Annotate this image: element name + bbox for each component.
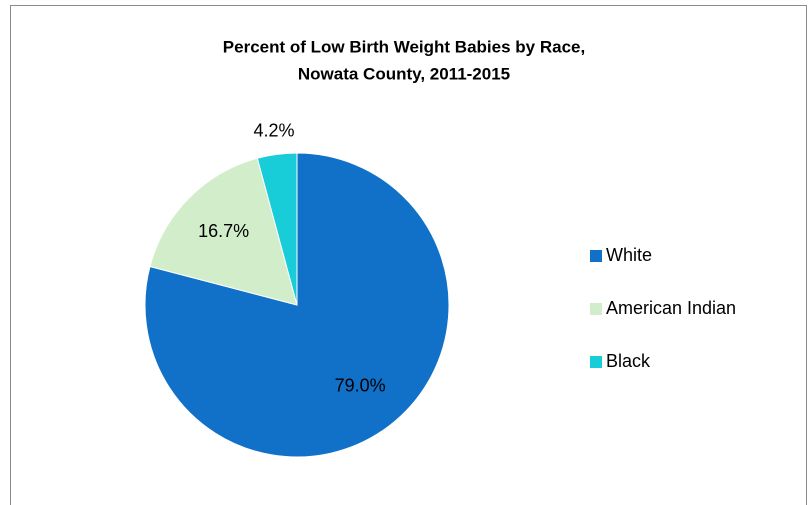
pie-slice bbox=[144, 152, 450, 458]
pie-slice bbox=[149, 157, 298, 306]
legend-swatch bbox=[590, 303, 602, 315]
legend-label: American Indian bbox=[606, 298, 736, 318]
legend-label: White bbox=[606, 245, 652, 265]
legend-swatch bbox=[590, 356, 602, 368]
pie-slice bbox=[256, 152, 298, 306]
data-label: 4.2% bbox=[253, 120, 294, 140]
legend-label: Black bbox=[606, 351, 651, 371]
data-label: 79.0% bbox=[335, 376, 386, 396]
data-label: 16.7% bbox=[198, 221, 249, 241]
chart-title: Percent of Low Birth Weight Babies by Ra… bbox=[223, 37, 585, 56]
chart-title: Nowata County, 2011-2015 bbox=[298, 64, 510, 83]
legend-swatch bbox=[590, 250, 602, 262]
